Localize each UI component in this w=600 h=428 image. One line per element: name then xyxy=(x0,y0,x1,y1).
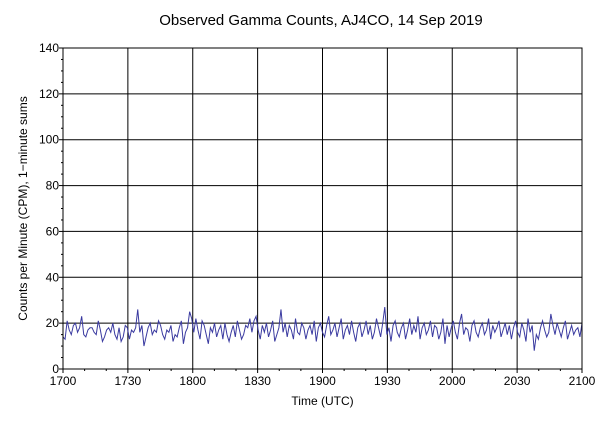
axis-ticks: 1700 1730 1800 1830 1900 1930 2000 2030 2100 0 20 4… xyxy=(39,41,596,388)
x-tick-label: 2030 xyxy=(504,374,531,388)
x-tick-label: 2100 xyxy=(569,374,596,388)
y-tick-label: 140 xyxy=(39,41,59,55)
y-tick-label: 120 xyxy=(39,87,59,101)
x-tick-label: 1700 xyxy=(50,374,77,388)
y-tick-label: 80 xyxy=(46,179,60,193)
x-tick-label: 1800 xyxy=(179,374,206,388)
grid-lines xyxy=(63,48,582,369)
x-axis-label: Time (UTC) xyxy=(291,394,353,408)
series-layer xyxy=(62,307,583,351)
chart-title: Observed Gamma Counts, AJ4CO, 14 Sep 201… xyxy=(159,12,483,29)
y-tick-label: 100 xyxy=(39,133,59,147)
series-line xyxy=(62,307,583,351)
y-axis-label: Counts per Minute (CPM), 1−minute sums xyxy=(16,96,30,320)
x-tick-label: 1830 xyxy=(244,374,271,388)
y-tick-label: 0 xyxy=(52,362,59,376)
y-tick-label: 60 xyxy=(46,224,60,238)
x-tick-label: 1900 xyxy=(309,374,336,388)
x-tick-label: 2000 xyxy=(439,374,466,388)
y-tick-label: 20 xyxy=(46,316,60,330)
y-tick-label: 40 xyxy=(46,270,60,284)
x-tick-label: 1730 xyxy=(115,374,142,388)
x-tick-label: 1930 xyxy=(374,374,401,388)
